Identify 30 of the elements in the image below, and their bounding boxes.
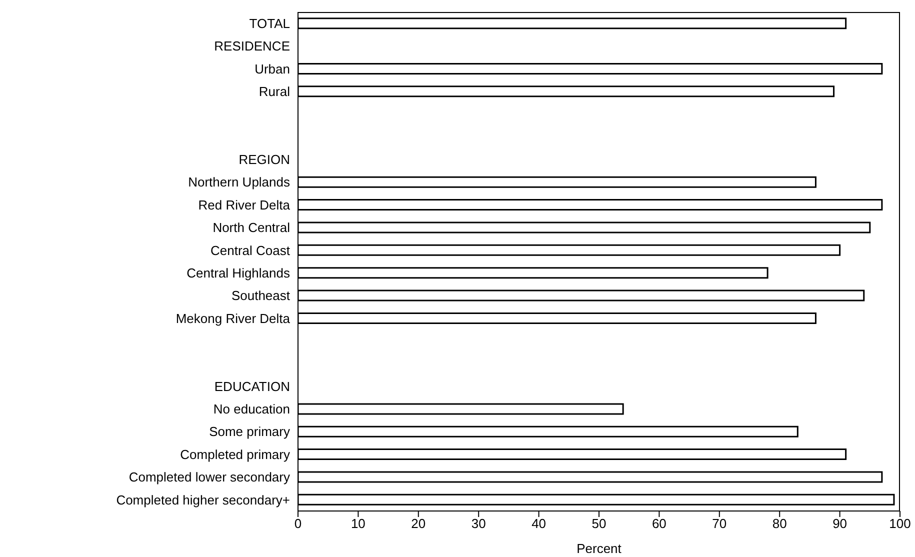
y-tick-label: Completed lower secondary bbox=[128, 470, 290, 485]
y-tick-label: Central Highlands bbox=[186, 265, 290, 280]
y-tick-label: Northern Uplands bbox=[188, 174, 290, 190]
y-tick-label: North Central bbox=[212, 220, 290, 236]
x-axis-title: Percent bbox=[576, 541, 622, 556]
y-tick-label: Rural bbox=[258, 84, 290, 99]
y-tick-label: Mekong River Delta bbox=[176, 310, 291, 326]
y-tick-label: Urban bbox=[254, 61, 290, 76]
y-tick-label: Completed higher secondary+ bbox=[116, 492, 290, 508]
y-tick-label: Central Coast bbox=[210, 242, 290, 258]
y-tick-label: REGION bbox=[238, 152, 290, 168]
x-tick-label: 30 bbox=[471, 516, 486, 532]
x-tick-label: 50 bbox=[592, 516, 606, 532]
x-tick-label: 10 bbox=[350, 516, 366, 532]
x-tick-label: 100 bbox=[889, 516, 911, 532]
x-tick-label: 0 bbox=[294, 516, 302, 532]
x-tick-label: 60 bbox=[652, 516, 666, 532]
y-tick-label: EDUCATION bbox=[214, 378, 290, 394]
y-tick-label: Red River Delta bbox=[198, 197, 291, 212]
x-tick-label: 20 bbox=[411, 516, 426, 532]
y-tick-label: RESIDENCE bbox=[214, 38, 290, 54]
y-tick-label: No education bbox=[213, 402, 290, 417]
y-tick-label: Some primary bbox=[209, 424, 290, 440]
x-tick-label: 40 bbox=[532, 516, 546, 532]
y-tick-label: TOTAL bbox=[249, 16, 290, 31]
x-tick-label: 90 bbox=[832, 516, 848, 532]
y-tick-label: Southeast bbox=[231, 288, 290, 304]
x-tick-label: 70 bbox=[712, 516, 727, 532]
x-tick-label: 80 bbox=[772, 516, 787, 532]
y-tick-label: Completed primary bbox=[180, 446, 290, 462]
